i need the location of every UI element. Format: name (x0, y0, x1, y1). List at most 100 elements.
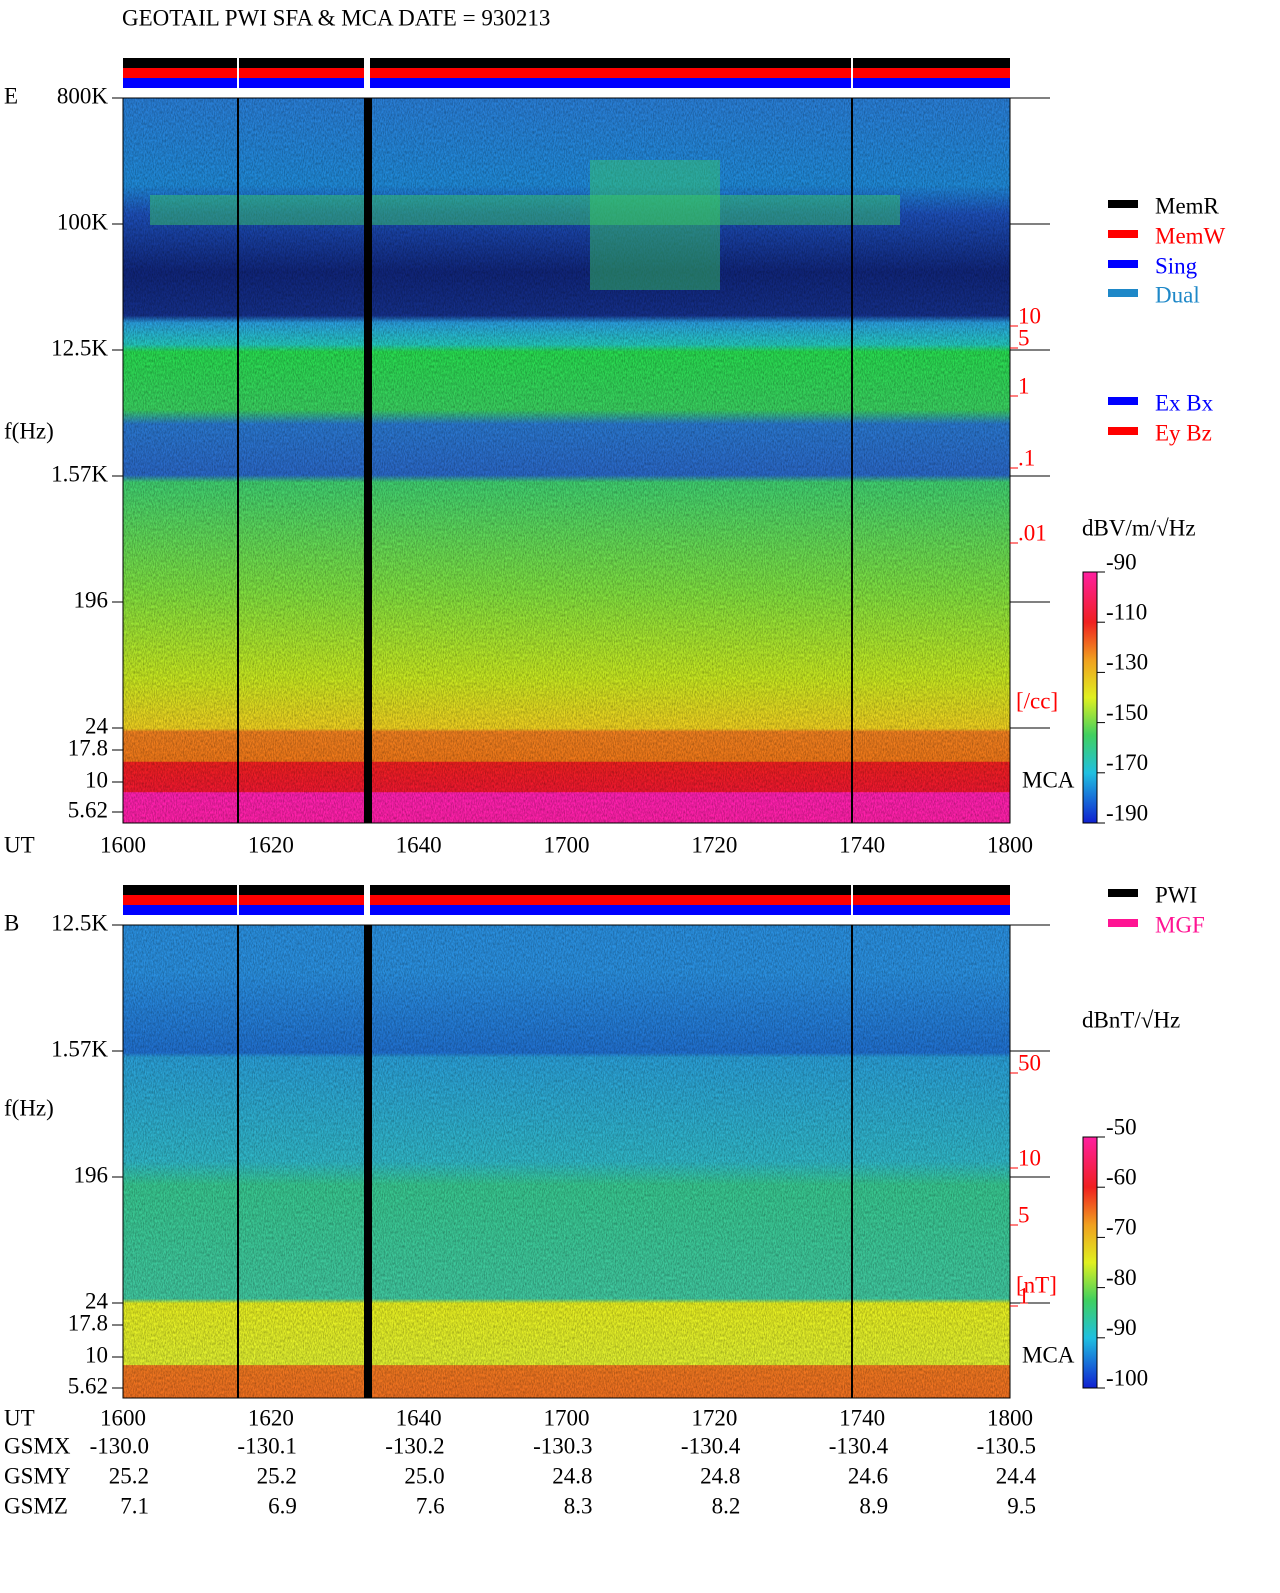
gap-marker (364, 58, 370, 88)
mode-bar (123, 58, 1010, 68)
colorbar-tick-label: -150 (1106, 700, 1148, 725)
right-tick-label: 5 (1018, 1202, 1030, 1227)
orbit-value: 24.8 (700, 1463, 740, 1488)
colorbar-unit: dBV/m/√Hz (1082, 515, 1196, 540)
orbit-value: -130.4 (681, 1433, 741, 1458)
colorbar-tick-label: -90 (1106, 1315, 1137, 1340)
colorbar-unit: dBnT/√Hz (1082, 1007, 1180, 1032)
mca-label: MCA (1022, 767, 1075, 792)
mode-bar (123, 895, 1010, 905)
x-tick-label: 1700 (544, 1405, 590, 1430)
orbit-value: 25.2 (257, 1463, 297, 1488)
orbit-value: 8.9 (859, 1493, 888, 1518)
title: GEOTAIL PWI SFA & MCA DATE = 930213 (122, 5, 550, 30)
plot-frame (122, 97, 1011, 824)
orbit-value: -130.2 (385, 1433, 444, 1458)
legend-label: PWI (1155, 882, 1197, 907)
legend-label: MemR (1155, 193, 1220, 218)
legend-swatch (1108, 397, 1138, 405)
colorbar-tick-label: -190 (1106, 800, 1148, 825)
right-unit: [nT] (1016, 1272, 1057, 1297)
orbit-value: 24.8 (552, 1463, 592, 1488)
y-tick-label: 100K (57, 209, 109, 234)
orbit-value: -130.3 (533, 1433, 592, 1458)
legend-label: Ey Bz (1155, 420, 1212, 445)
y-tick-label: 196 (74, 1162, 109, 1187)
colorbar-tick-label: -170 (1106, 750, 1148, 775)
mode-bar (123, 78, 1010, 88)
orbit-label: GSMZ (4, 1493, 68, 1518)
colorbar-tick-label: -80 (1106, 1265, 1137, 1290)
emission (150, 195, 900, 225)
data-gap (364, 925, 372, 1398)
spectrogram-noise (123, 98, 1010, 823)
y-axis-label: f(Hz) (4, 1095, 54, 1120)
right-tick-label: 5 (1018, 325, 1030, 350)
x-tick-label: 1600 (100, 1405, 146, 1430)
y-tick-label: 800K (57, 83, 109, 108)
y-tick-label: 24 (85, 1288, 109, 1313)
x-tick-label: 1620 (248, 832, 294, 857)
y-tick-label: 196 (74, 587, 109, 612)
x-tick-label: 1800 (987, 832, 1033, 857)
spectrogram-noise (123, 925, 1010, 1398)
right-tick-label: 10 (1018, 303, 1041, 328)
x-tick-label: 1800 (987, 1405, 1033, 1430)
x-axis-label: UT (4, 832, 35, 857)
legend-swatch (1108, 260, 1138, 268)
legend-swatch (1108, 919, 1138, 927)
panel-label: B (4, 910, 19, 935)
right-tick-label: 50 (1018, 1050, 1041, 1075)
colorbar (1082, 571, 1098, 824)
colorbar-tick-label: -50 (1106, 1114, 1137, 1139)
colorbar-tick-label: -110 (1106, 599, 1147, 624)
x-tick-label: 1740 (839, 1405, 885, 1430)
x-tick-label: 1600 (100, 832, 146, 857)
orbit-value: 8.3 (564, 1493, 593, 1518)
orbit-value: 24.4 (996, 1463, 1037, 1488)
y-tick-label: 10 (85, 1342, 108, 1367)
y-tick-label: 12.5K (51, 910, 108, 935)
orbit-value: 9.5 (1007, 1493, 1036, 1518)
right-tick-label: 1 (1018, 373, 1030, 398)
mode-bar (123, 68, 1010, 78)
x-tick-label: 1640 (396, 832, 442, 857)
data-gap (364, 98, 372, 823)
legend-swatch (1108, 427, 1138, 435)
orbit-value: 8.2 (712, 1493, 741, 1518)
y-axis-label: f(Hz) (4, 418, 54, 443)
legend-swatch (1108, 289, 1138, 297)
y-tick-label: 1.57K (51, 461, 108, 486)
right-tick-label: .1 (1018, 445, 1035, 470)
right-unit: [/cc] (1016, 688, 1058, 713)
y-tick-label: 1.57K (51, 1036, 108, 1061)
x-tick-label: 1720 (691, 832, 737, 857)
mode-bar (123, 905, 1010, 915)
orbit-label: GSMY (4, 1463, 71, 1488)
colorbar-tick-label: -90 (1106, 549, 1137, 574)
colorbar-tick-label: -100 (1106, 1365, 1148, 1390)
orbit-value: 7.1 (120, 1493, 149, 1518)
right-tick-label: 1 (1018, 1283, 1030, 1308)
legend-label: Sing (1155, 253, 1198, 278)
orbit-value: -130.0 (90, 1433, 149, 1458)
orbit-value: -130.5 (977, 1433, 1036, 1458)
legend-label: MGF (1155, 912, 1205, 937)
y-tick-label: 17.8 (68, 735, 108, 760)
y-tick-label: 12.5K (51, 335, 108, 360)
legend-swatch (1108, 889, 1138, 897)
y-tick-label: 24 (85, 713, 109, 738)
x-tick-label: 1740 (839, 832, 885, 857)
orbit-value: 25.2 (109, 1463, 149, 1488)
legend-label: MemW (1155, 223, 1226, 248)
y-tick-label: 5.62 (68, 797, 108, 822)
x-tick-label: 1640 (396, 1405, 442, 1430)
panel-label: E (4, 83, 18, 108)
y-tick-label: 10 (85, 767, 108, 792)
orbit-value: -130.4 (829, 1433, 889, 1458)
colorbar (1082, 1136, 1098, 1389)
gap-marker (237, 58, 239, 88)
legend-label: Dual (1155, 282, 1200, 307)
orbit-label: GSMX (4, 1433, 71, 1458)
